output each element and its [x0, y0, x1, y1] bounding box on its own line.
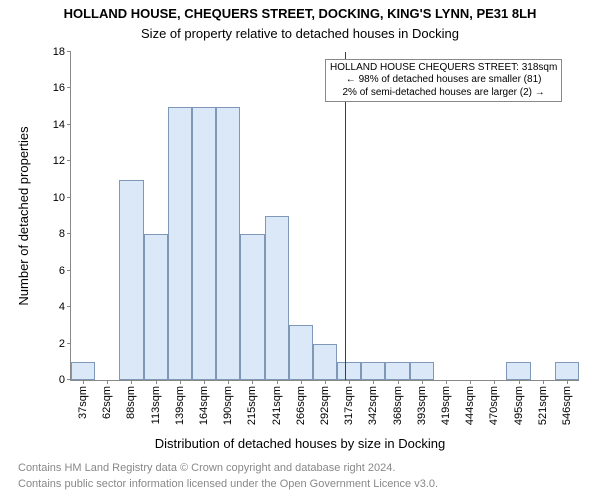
histogram-bar — [385, 362, 409, 380]
x-tick-label: 139sqm — [174, 386, 186, 425]
y-tick-label: 8 — [59, 228, 71, 240]
y-tick-mark — [67, 197, 71, 198]
x-tick-label: 470sqm — [488, 386, 500, 425]
x-tick-mark — [277, 380, 278, 384]
y-tick-label: 2 — [59, 338, 71, 350]
x-tick-mark — [349, 380, 350, 384]
x-tick-mark — [83, 380, 84, 384]
y-tick-label: 18 — [53, 46, 71, 58]
x-tick-label: 37sqm — [77, 386, 89, 419]
histogram-bar — [119, 180, 143, 380]
histogram-bar — [216, 107, 240, 380]
x-tick-mark — [422, 380, 423, 384]
chart-subtitle: Size of property relative to detached ho… — [0, 26, 600, 41]
y-tick-mark — [67, 51, 71, 52]
histogram-bar — [410, 362, 434, 380]
y-tick-label: 12 — [53, 155, 71, 167]
x-tick-label: 393sqm — [416, 386, 428, 425]
x-tick-mark — [204, 380, 205, 384]
x-tick-label: 495sqm — [513, 386, 525, 425]
histogram-bar — [71, 362, 95, 380]
histogram-bar — [289, 325, 313, 380]
x-tick-mark — [131, 380, 132, 384]
annotation-line: ← 98% of detached houses are smaller (81… — [330, 74, 557, 87]
x-tick-mark — [398, 380, 399, 384]
x-tick-label: 113sqm — [150, 386, 162, 424]
x-tick-label: 419sqm — [440, 386, 452, 425]
x-tick-mark — [252, 380, 253, 384]
histogram-bar — [192, 107, 216, 380]
y-tick-mark — [67, 87, 71, 88]
x-tick-label: 368sqm — [392, 386, 404, 425]
x-tick-label: 546sqm — [561, 386, 573, 425]
histogram-bar — [144, 234, 168, 380]
y-tick-mark — [67, 270, 71, 271]
y-tick-label: 4 — [59, 301, 71, 313]
x-tick-mark — [494, 380, 495, 384]
x-tick-mark — [567, 380, 568, 384]
x-tick-label: 241sqm — [271, 386, 283, 425]
x-tick-label: 88sqm — [125, 386, 137, 419]
x-axis-label: Distribution of detached houses by size … — [0, 436, 600, 451]
y-axis-label: Number of detached properties — [16, 126, 31, 305]
x-tick-label: 521sqm — [537, 386, 549, 425]
annotation-line: 2% of semi-detached houses are larger (2… — [330, 87, 557, 100]
x-tick-mark — [107, 380, 108, 384]
histogram-bar — [265, 216, 289, 380]
x-tick-mark — [228, 380, 229, 384]
y-tick-mark — [67, 160, 71, 161]
x-tick-mark — [325, 380, 326, 384]
x-tick-mark — [543, 380, 544, 384]
y-tick-mark — [67, 306, 71, 307]
histogram-bar — [337, 362, 361, 380]
histogram-bar — [240, 234, 264, 380]
x-tick-label: 215sqm — [246, 386, 258, 425]
y-tick-label: 14 — [53, 119, 71, 131]
x-tick-mark — [446, 380, 447, 384]
x-tick-mark — [519, 380, 520, 384]
annotation-box: HOLLAND HOUSE CHEQUERS STREET: 318sqm← 9… — [325, 59, 562, 103]
x-tick-label: 190sqm — [222, 386, 234, 425]
annotation-line: HOLLAND HOUSE CHEQUERS STREET: 318sqm — [330, 62, 557, 75]
y-tick-mark — [67, 233, 71, 234]
footer-line-2: Contains public sector information licen… — [18, 478, 438, 490]
x-tick-label: 317sqm — [343, 386, 355, 425]
y-tick-mark — [67, 124, 71, 125]
x-tick-label: 62sqm — [101, 386, 113, 419]
x-tick-label: 266sqm — [295, 386, 307, 425]
x-tick-label: 164sqm — [198, 386, 210, 425]
chart-container: HOLLAND HOUSE, CHEQUERS STREET, DOCKING,… — [0, 0, 600, 500]
y-tick-label: 10 — [53, 192, 71, 204]
histogram-bar — [168, 107, 192, 380]
y-tick-label: 0 — [59, 374, 71, 386]
y-tick-mark — [67, 343, 71, 344]
y-tick-label: 6 — [59, 265, 71, 277]
x-tick-mark — [470, 380, 471, 384]
histogram-bar — [506, 362, 530, 380]
plot-area: 02468101214161837sqm62sqm88sqm113sqm139s… — [70, 52, 579, 381]
histogram-bar — [555, 362, 579, 380]
y-tick-label: 16 — [53, 82, 71, 94]
histogram-bar — [361, 362, 385, 380]
footer-line-1: Contains HM Land Registry data © Crown c… — [18, 462, 395, 474]
x-tick-mark — [373, 380, 374, 384]
histogram-bar — [313, 344, 337, 380]
x-tick-mark — [180, 380, 181, 384]
x-tick-label: 444sqm — [464, 386, 476, 425]
x-tick-label: 292sqm — [319, 386, 331, 425]
x-tick-mark — [156, 380, 157, 384]
x-tick-label: 342sqm — [367, 386, 379, 425]
chart-title: HOLLAND HOUSE, CHEQUERS STREET, DOCKING,… — [0, 6, 600, 21]
x-tick-mark — [301, 380, 302, 384]
